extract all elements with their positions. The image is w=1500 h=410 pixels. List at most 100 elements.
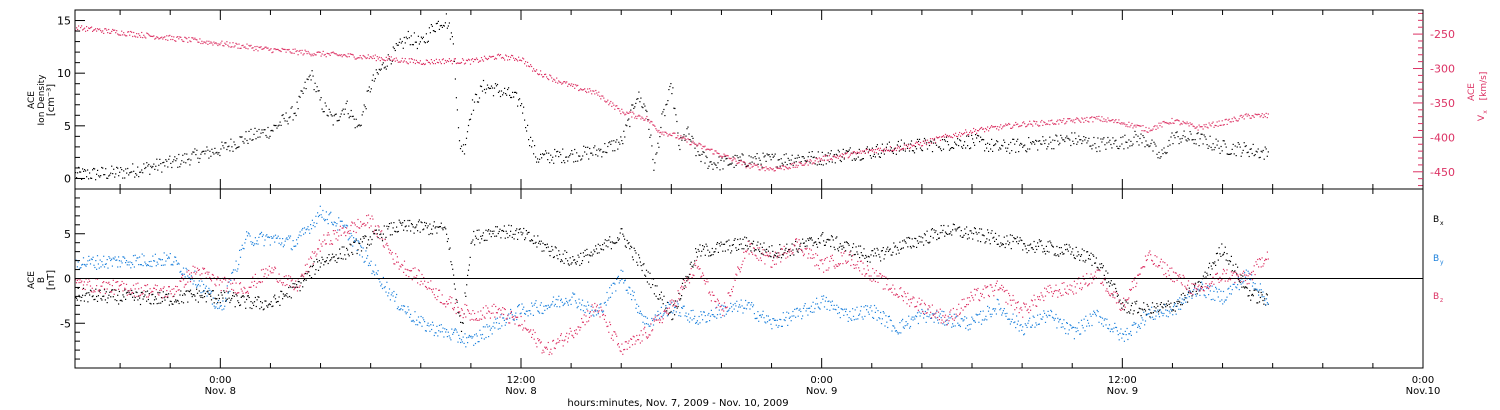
by-point [329, 212, 331, 215]
bx-point [845, 241, 847, 243]
bx-point [657, 298, 659, 300]
density-point [1223, 140, 1225, 142]
velocity-point [389, 59, 391, 61]
by-point [443, 336, 445, 338]
by-point [904, 325, 906, 327]
density-point [1066, 135, 1068, 137]
velocity-point [342, 54, 344, 56]
by-point [822, 298, 824, 300]
bx-point [990, 232, 992, 234]
velocity-point [1041, 119, 1043, 122]
bx-point [966, 238, 969, 240]
velocity-point [964, 132, 966, 134]
density-point [564, 162, 566, 164]
velocity-point [335, 53, 337, 55]
by-point [125, 262, 127, 264]
velocity-point [301, 49, 303, 51]
density-point [1069, 139, 1071, 141]
velocity-point [434, 63, 436, 65]
bx-point [868, 256, 870, 258]
by-point [267, 236, 270, 238]
density-point [1194, 139, 1196, 141]
density-point [750, 156, 752, 158]
density-point [800, 161, 802, 163]
bx-point [872, 250, 874, 252]
density-point [352, 115, 354, 117]
bx-point [592, 253, 594, 255]
bx-point [826, 239, 828, 241]
density-point [248, 130, 250, 132]
bx-point [683, 287, 685, 290]
velocity-point [931, 138, 934, 140]
bx-point [724, 250, 726, 252]
by-point [184, 276, 186, 278]
density-point [1167, 145, 1169, 147]
bx-point [686, 280, 688, 282]
velocity-point [500, 57, 503, 59]
density-point [545, 150, 547, 152]
bx-point [298, 281, 300, 283]
by-point [204, 287, 206, 289]
bx-point [1220, 255, 1222, 257]
velocity-point [833, 155, 835, 157]
velocity-point [1144, 130, 1146, 132]
velocity-point [623, 112, 625, 114]
density-point [707, 167, 709, 169]
velocity-point [933, 137, 936, 140]
density-point [1225, 146, 1227, 148]
velocity-point [134, 35, 136, 37]
density-point [952, 147, 954, 149]
velocity-point [366, 57, 368, 59]
density-point [562, 148, 564, 150]
bx-point [524, 239, 526, 241]
density-point [1002, 145, 1004, 147]
bx-point [594, 251, 596, 253]
by-point [133, 266, 135, 268]
by-point [801, 318, 803, 320]
by-point [156, 261, 158, 263]
density-point [632, 104, 634, 106]
density-point [641, 106, 643, 108]
density-point [443, 25, 445, 27]
bx-point [487, 230, 489, 232]
density-point [1003, 139, 1005, 141]
bx-point [163, 297, 165, 299]
velocity-point [326, 52, 328, 54]
bx-point [591, 255, 593, 257]
by-point [82, 257, 85, 259]
by-point [718, 309, 720, 311]
velocity-point [1045, 123, 1047, 126]
bx-point [1149, 316, 1151, 318]
bx-point [353, 241, 356, 243]
by-point [123, 256, 125, 258]
by-point [255, 243, 257, 245]
by-point [1013, 322, 1015, 324]
density-point [776, 166, 778, 168]
by-point [210, 292, 212, 294]
by-point [941, 310, 943, 312]
by-point [790, 320, 792, 322]
by-point [914, 318, 916, 320]
by-point [739, 306, 741, 308]
bx-point [808, 239, 810, 241]
density-point [447, 25, 449, 27]
density-point [503, 92, 505, 94]
by-point [908, 315, 910, 317]
velocity-point [864, 152, 866, 154]
bx-point [1136, 300, 1138, 302]
velocity-point [1175, 119, 1177, 121]
density-point [700, 160, 702, 163]
by-point [185, 267, 187, 269]
by-point [551, 303, 553, 305]
velocity-point [1248, 115, 1250, 117]
density-point [1242, 149, 1244, 151]
velocity-point [765, 166, 767, 168]
by-point [413, 321, 415, 323]
bx-point [222, 297, 224, 299]
velocity-point [878, 149, 880, 151]
density-point [875, 146, 877, 148]
by-point [232, 271, 234, 273]
density-point [473, 101, 476, 103]
velocity-point [1229, 121, 1231, 123]
density-point [756, 153, 758, 155]
